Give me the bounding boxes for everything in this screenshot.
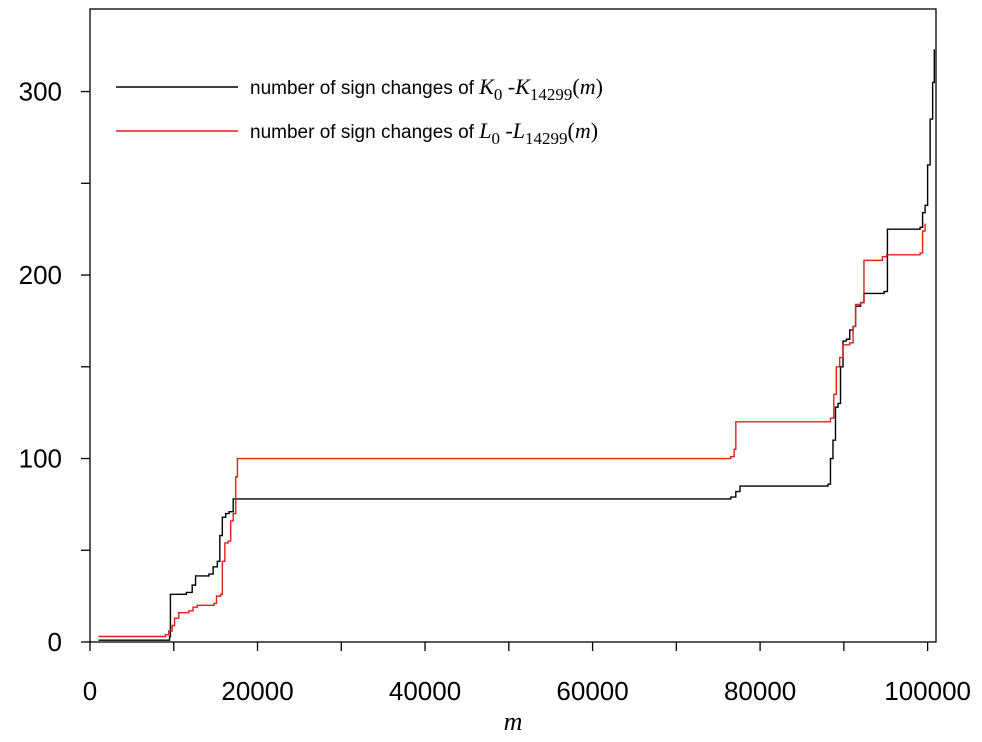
x-tick-label: 60000 xyxy=(556,676,628,706)
legend-label: number of sign changes of L0 -L14299(m) xyxy=(250,118,598,148)
y-tick-label: 100 xyxy=(19,444,62,474)
y-tick-label: 300 xyxy=(19,77,62,107)
x-tick-label: 80000 xyxy=(724,676,796,706)
y-tick-label: 0 xyxy=(48,627,62,657)
x-axis: 0 20000 40000 60000 80000 100000 xyxy=(83,642,971,706)
series-layer xyxy=(98,49,936,641)
legend: number of sign changes of K0 -K14299(m) n… xyxy=(116,74,603,148)
series-line-K xyxy=(98,49,936,641)
series-line-L xyxy=(98,223,926,638)
x-tick-label: 20000 xyxy=(221,676,293,706)
x-tick-label: 40000 xyxy=(389,676,461,706)
x-tick-label: 100000 xyxy=(884,676,971,706)
y-tick-label: 200 xyxy=(19,260,62,290)
legend-label: number of sign changes of K0 -K14299(m) xyxy=(250,74,603,104)
plot-frame xyxy=(89,8,937,643)
x-tick-label: 0 xyxy=(83,676,97,706)
x-axis-title: m xyxy=(504,707,523,736)
y-axis: 0 100 200 300 xyxy=(19,77,90,657)
